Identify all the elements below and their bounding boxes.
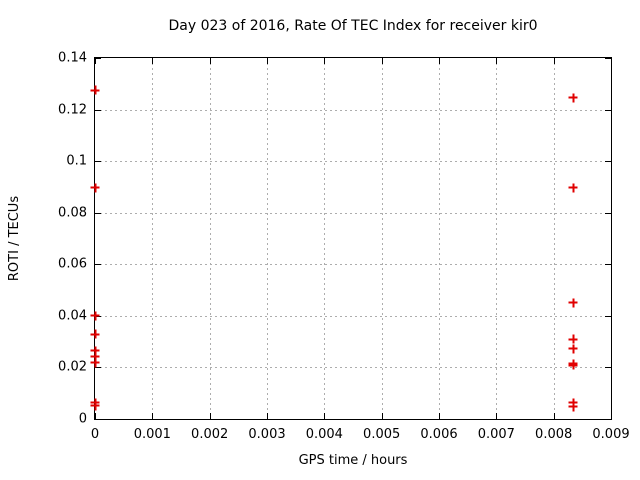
x-tick-label: 0.005: [363, 427, 401, 442]
data-point-marker: [568, 344, 578, 354]
x-axis-label: GPS time / hours: [298, 453, 408, 468]
data-point-marker: [568, 360, 578, 370]
x-tick-label: 0.001: [133, 427, 171, 442]
data-point-marker: [568, 402, 578, 412]
y-tick-label: 0.12: [58, 102, 87, 118]
y-tick-mark-right: [605, 367, 611, 369]
x-tick-mark-bottom: [209, 413, 211, 419]
gridline-horizontal: [95, 161, 611, 163]
y-tick-mark-right: [605, 264, 611, 266]
gridline-horizontal: [95, 212, 611, 214]
y-axis-label: ROTI / TECUs: [7, 195, 23, 282]
x-tick-mark-top: [95, 58, 96, 64]
x-tick-mark-top: [381, 58, 383, 64]
gridline-vertical: [324, 58, 326, 419]
y-tick-mark-right: [605, 212, 611, 214]
y-tick-mark-left: [95, 212, 101, 214]
x-tick-mark-top: [152, 58, 154, 64]
data-point-marker: [90, 351, 100, 361]
y-tick-mark-left: [95, 109, 101, 111]
x-tick-mark-bottom: [439, 413, 440, 419]
data-point-marker: [568, 93, 578, 103]
x-tick-mark-bottom: [95, 413, 96, 419]
y-tick-mark-left: [95, 264, 101, 266]
y-tick-label: 0.06: [58, 256, 87, 272]
data-point-marker: [90, 358, 100, 368]
y-tick-mark-right: [605, 315, 611, 317]
x-tick-mark-bottom: [267, 413, 268, 419]
gridline-horizontal: [95, 367, 611, 369]
y-tick-label: 0: [78, 411, 87, 427]
y-tick-mark-left: [95, 419, 101, 420]
y-tick-label: 0.02: [58, 359, 87, 375]
x-tick-mark-top: [439, 58, 440, 64]
data-point-marker: [90, 85, 100, 95]
y-tick-mark-right: [605, 58, 611, 59]
data-point-marker: [568, 298, 578, 308]
gridline-horizontal: [95, 264, 611, 266]
x-tick-mark-bottom: [553, 413, 555, 419]
x-tick-mark-top: [553, 58, 555, 64]
gridline-vertical: [553, 58, 555, 419]
x-tick-mark-top: [496, 58, 498, 64]
x-tick-label: 0.009: [592, 427, 630, 442]
x-tick-mark-top: [209, 58, 211, 64]
y-tick-mark-left: [95, 367, 101, 369]
gridline-vertical: [209, 58, 211, 419]
x-tick-mark-bottom: [611, 413, 612, 419]
x-tick-mark-bottom: [324, 413, 326, 419]
y-tick-mark-left: [95, 58, 101, 59]
x-tick-mark-bottom: [152, 413, 154, 419]
data-point-marker: [568, 334, 578, 344]
x-tick-label: 0.004: [305, 427, 343, 442]
gridline-vertical: [381, 58, 383, 419]
gridline-horizontal: [95, 109, 611, 111]
x-tick-label: 0: [90, 427, 100, 442]
gridline-vertical: [267, 58, 268, 419]
x-tick-label: 0.006: [420, 427, 458, 442]
data-point-marker: [90, 183, 100, 193]
x-tick-label: 0.008: [535, 427, 573, 442]
y-tick-mark-left: [95, 161, 101, 163]
y-axis-label-container: ROTI / TECUs: [0, 57, 30, 420]
plot-area: 0 0.001 0.002 0.003 0.004 0.005 0.006 0.007 0.00…: [58, 52, 630, 442]
y-tick-mark-right: [605, 109, 611, 111]
data-point-marker: [90, 401, 100, 411]
x-tick-label: 0.003: [248, 427, 286, 442]
y-tick-label: 0.04: [58, 308, 87, 324]
x-tick-mark-top: [267, 58, 268, 64]
data-point-marker: [90, 311, 100, 321]
data-point-marker: [90, 346, 100, 356]
x-tick-mark-top: [324, 58, 326, 64]
gridline-vertical: [152, 58, 154, 419]
gridline-horizontal: [95, 315, 611, 317]
x-tick-label: 0.007: [477, 427, 515, 442]
x-tick-mark-top: [611, 58, 612, 64]
data-point-marker: [568, 183, 578, 193]
y-tick-mark-right: [605, 419, 611, 420]
x-tick-mark-bottom: [496, 413, 498, 419]
data-point-marker: [90, 329, 100, 339]
chart-title: Day 023 of 2016, Rate Of TEC Index for r…: [168, 18, 538, 34]
y-tick-label: 0.1: [66, 153, 87, 169]
y-tick-mark-right: [605, 161, 611, 163]
x-tick-label: 0.002: [191, 427, 229, 442]
y-tick-label: 0.14: [58, 50, 87, 66]
x-tick-mark-bottom: [381, 413, 383, 419]
y-tick-label: 0.08: [58, 205, 87, 221]
gridline-vertical: [496, 58, 498, 419]
gridline-vertical: [439, 58, 440, 419]
